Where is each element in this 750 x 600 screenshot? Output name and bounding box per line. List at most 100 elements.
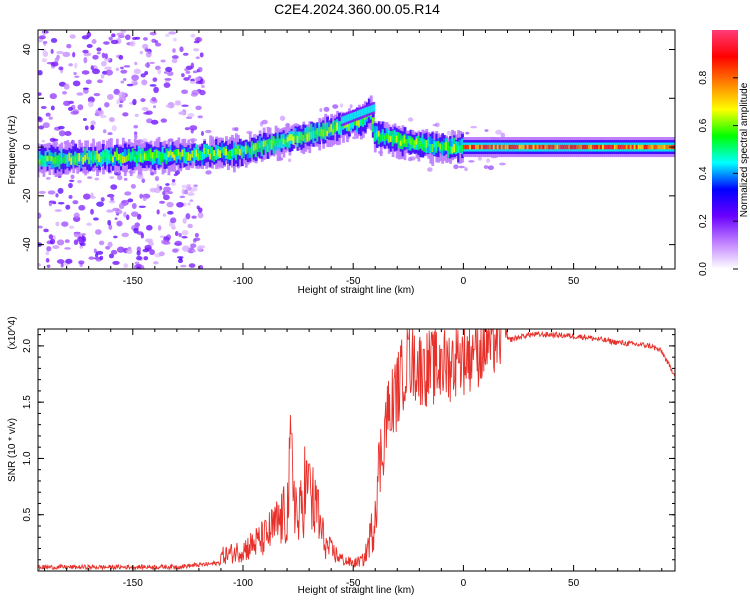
spectrogram-noise-speck — [140, 265, 145, 269]
spectrogram-noise-speck — [134, 133, 138, 140]
spectrogram-ridge-cell — [407, 136, 411, 151]
spectrogram-ridge-cell — [68, 152, 72, 162]
spectrogram-noise-speck — [90, 192, 94, 198]
spectrogram-noise-speck — [181, 229, 189, 236]
spectrogram-ridge-cell — [429, 136, 433, 151]
spectrogram-ridge-cell — [633, 144, 637, 150]
colorbar-tick-label: 0.4 — [698, 166, 709, 180]
spectrogram-ridge-cell — [584, 144, 587, 150]
spectrogram-noise-speck — [68, 106, 74, 112]
spectrogram-noise-speck — [181, 235, 188, 239]
spectrogram-ridge-cell — [223, 146, 226, 156]
spectrogram-noise-speck — [42, 40, 48, 44]
spectrogram-noise-speck — [171, 178, 176, 183]
spectrogram-ridge-cell — [175, 148, 179, 157]
spectrogram-noise-speck — [42, 50, 49, 58]
spectrogram-ridge-cell — [385, 133, 389, 139]
spectrogram-ridge-cell — [475, 144, 478, 150]
spectrogram-noise-speck — [86, 44, 93, 49]
spectrogram-noise-speck — [65, 204, 71, 210]
spectrogram-ridge-cell — [328, 127, 332, 134]
spectrogram-ridge-cell — [623, 144, 627, 150]
spectrogram-ridge-cell — [141, 148, 145, 164]
spectrogram-ridge-cell — [667, 144, 671, 150]
spectrogram-noise-speck — [74, 75, 80, 78]
spectrogram-ridge-cell — [304, 132, 308, 139]
spectrogram-noise-speck — [192, 249, 196, 253]
spectrogram-ridge-cell — [288, 134, 292, 141]
spectrogram-noise-speck — [72, 200, 79, 205]
spectrogram-ridge-cell — [615, 144, 619, 150]
spectrogram-ridge-cell — [151, 153, 155, 165]
spectrogram-ridge-cell — [619, 144, 623, 150]
spectrogram-noise-speck — [150, 171, 155, 176]
spectrogram-noise-speck — [124, 191, 132, 196]
spectrogram-ridge-cell — [429, 144, 433, 153]
spectrogram-ridge-cell — [625, 144, 629, 150]
spectrogram-ridge-cell — [443, 142, 447, 151]
spectrogram-ridge-cell — [469, 144, 472, 150]
spectrogram-ridge-cell — [215, 145, 218, 160]
spectrogram-ridge-cell — [637, 144, 641, 150]
spectrogram-noise-speck — [100, 197, 105, 202]
spectrogram-ridge-cell — [566, 144, 570, 150]
spectrogram-ridge-cell — [98, 153, 101, 163]
spectrogram-ridge-cell — [512, 144, 516, 150]
spectrogram-ridge-cell — [353, 111, 356, 119]
spectrogram-ridge-cell — [217, 148, 220, 157]
spectrogram-noise-speck — [261, 119, 268, 125]
spectrogram-noise-speck — [200, 130, 205, 136]
spectrogram-noise-speck — [162, 213, 167, 217]
spectrogram-noise-speck — [38, 125, 45, 130]
spectrogram-ridge-cell — [356, 110, 360, 118]
spectrogram-noise-speck — [78, 204, 86, 211]
spectrogram-noise-speck — [199, 52, 204, 58]
spectrogram-noise-speck — [86, 31, 92, 38]
spectrogram-ridge-cell — [647, 144, 651, 150]
spectrogram-noise-speck — [178, 257, 183, 261]
spectrogram-ridge-cell — [399, 140, 403, 146]
spectrogram-noise-speck — [55, 193, 59, 198]
spectrogram-noise-speck — [196, 205, 200, 210]
spectrogram-noise-speck — [118, 104, 123, 108]
spectrogram-noise-speck — [165, 66, 173, 73]
spectrogram-noise-speck — [191, 215, 197, 219]
spectrogram-ridge-cell — [38, 151, 42, 163]
spectrogram-ridge-cell — [552, 144, 556, 150]
spectrogram-noise-speck — [142, 197, 147, 202]
spectrogram-ridge-cell — [397, 133, 401, 142]
spectrogram-noise-speck — [144, 62, 151, 68]
spectrogram-ridge-cell — [242, 146, 246, 152]
spectrogram-noise-speck — [79, 245, 83, 249]
spectrogram-ridge-cell — [467, 144, 470, 150]
spectrogram-noise-speck — [319, 107, 323, 113]
spectrogram-noise-speck — [126, 83, 134, 87]
spectrogram-ridge-cell — [661, 144, 665, 150]
spectrogram-noise-speck — [113, 88, 120, 95]
spectrogram-noise-speck — [87, 96, 95, 103]
spectrogram-noise-speck — [93, 92, 101, 97]
spectrogram-ridge-cell — [534, 144, 538, 150]
spectrogram-noise-speck — [132, 98, 137, 106]
spectrogram-noise-speck — [187, 192, 195, 196]
spectrogram-noise-speck — [487, 165, 494, 171]
spectrogram-ridge-cell — [137, 150, 141, 159]
spectrogram-noise-speck — [56, 50, 64, 55]
spectrogram-ridge-cell — [393, 135, 397, 143]
colorbar-tick-label: 0.0 — [698, 262, 709, 276]
spectrogram-noise-speck — [163, 194, 170, 201]
spectrogram-noise-speck — [72, 51, 76, 58]
spectrogram-ridge-cell — [52, 157, 56, 165]
spectrogram-ridge-cell — [78, 152, 82, 162]
spectrogram-noise-speck — [192, 70, 198, 74]
spectrogram-noise-speck — [96, 51, 101, 55]
spectrogram-ridge-cell — [496, 144, 500, 150]
spectrogram-ridge-cell — [344, 115, 347, 123]
spectrogram-noise-speck — [60, 262, 64, 268]
spectrogram-noise-speck — [234, 127, 239, 132]
spectrogram-noise-speck — [116, 220, 123, 227]
spectrogram-noise-speck — [446, 130, 453, 136]
spectrogram-noise-speck — [178, 111, 186, 115]
spectrogram-ridge-cell — [260, 145, 264, 154]
spectrogram-noise-speck — [82, 117, 87, 121]
